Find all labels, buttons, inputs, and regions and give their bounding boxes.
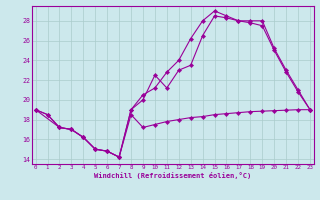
X-axis label: Windchill (Refroidissement éolien,°C): Windchill (Refroidissement éolien,°C): [94, 172, 252, 179]
